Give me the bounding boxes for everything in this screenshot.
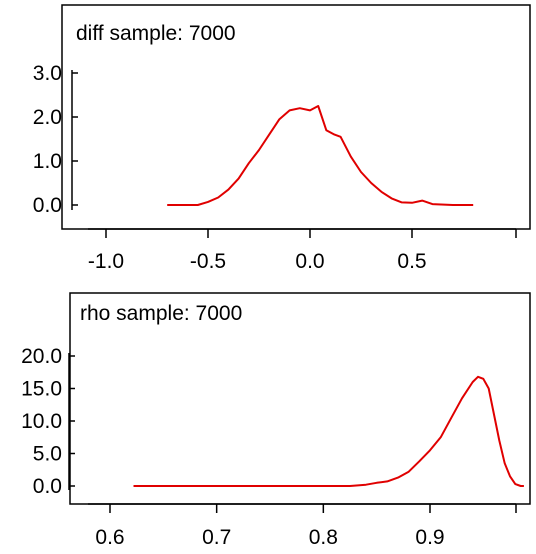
rho-density-line <box>133 375 524 487</box>
diff-ticks: 0.0 1.0 2.0 3.0 -1.0 -0.5 0.0 0.5 <box>33 62 517 273</box>
rho-x-tick-label: 0.7 <box>202 526 231 549</box>
rho-chart-title: rho sample: 7000 <box>80 302 242 325</box>
diff-chart: diff sample: 7000 0.01.02.03.0-1.0 -0.5 0.… <box>33 4 531 273</box>
diff-y-tick-label: 3.0 <box>33 62 62 85</box>
rho-x-tick-label: 0.8 <box>309 526 338 549</box>
rho-x-tick-label: 0.6 <box>95 526 124 549</box>
rho-y-tick-label: 0.0 <box>33 475 62 498</box>
diff-x-tick-label: -0.5 <box>190 250 226 273</box>
diff-x-tick-label: -1.0 <box>88 250 124 273</box>
rho-y-tick-label: 10.0 <box>21 410 62 433</box>
diff-y-tick-label: 0.0 <box>33 194 62 217</box>
diff-y-tick-label: 2.0 <box>33 106 62 129</box>
diff-y-tick-label: 1.0 <box>33 150 62 173</box>
diff-density-line <box>167 105 474 206</box>
diff-chart-title: diff sample: 7000 <box>76 22 236 45</box>
rho-chart: rho sample: 7000 0.05.010.015.020.00.6 0.… <box>21 292 531 549</box>
rho-ticks: 0.0 5.0 10.0 15.0 20.0 0.6 0.7 0.8 0.9 <box>21 345 517 549</box>
diff-x-tick-label: 0.5 <box>397 250 426 273</box>
rho-x-tick-label: 0.9 <box>415 526 444 549</box>
diff-x-tick-label: 0.0 <box>295 250 324 273</box>
rho-y-tick-label: 20.0 <box>21 345 62 368</box>
rho-y-tick-label: 15.0 <box>21 378 62 401</box>
rho-y-tick-label: 5.0 <box>33 443 62 466</box>
